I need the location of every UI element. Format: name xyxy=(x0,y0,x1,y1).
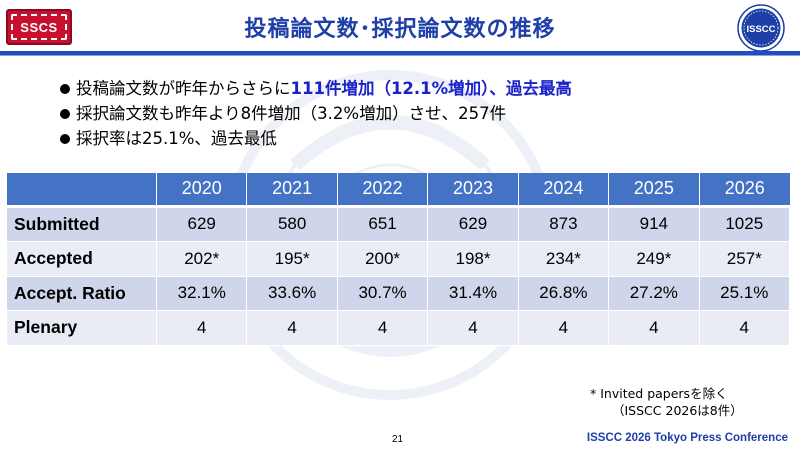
table-row-submitted: Submitted 629 580 651 629 873 914 1025 xyxy=(7,207,790,242)
table-cell: 198* xyxy=(428,242,519,277)
table-cell: 30.7% xyxy=(337,276,429,311)
bullet-dot xyxy=(60,83,70,94)
bullet-item: 採択率は25.1%、過去最低 xyxy=(60,126,780,151)
table-cell: 580 xyxy=(247,207,338,242)
bullet-item: 採択論文数も昨年より8件増加（3.2%増加）させ、257件 xyxy=(60,101,780,126)
table-cell: 1025 xyxy=(699,207,790,242)
row-label: Accept. Ratio xyxy=(7,276,157,311)
bullet-text: 投稿論文数が昨年からさらに xyxy=(76,79,291,98)
year-header: 2023 xyxy=(428,173,519,208)
bullet-list: 投稿論文数が昨年からさらに 111件増加（12.1%増加）、過去最高 採択論文数も… xyxy=(60,76,780,151)
table-cell: 257* xyxy=(699,242,790,277)
table-cell: 4 xyxy=(247,311,338,346)
sscs-logo: SSCS xyxy=(6,9,72,45)
isscc-logo-text: ISSCC xyxy=(746,24,775,35)
table-cell: 31.4% xyxy=(428,276,519,311)
table-corner-cell xyxy=(7,173,157,208)
table-cell: 32.1% xyxy=(157,276,248,311)
table-cell: 4 xyxy=(428,311,519,346)
table-cell: 651 xyxy=(337,207,429,242)
row-label: Plenary xyxy=(7,311,157,346)
page-number: 21 xyxy=(392,434,404,445)
table-cell: 629 xyxy=(157,207,248,242)
table-cell: 4 xyxy=(609,311,700,346)
header-divider xyxy=(0,51,800,55)
table-cell: 4 xyxy=(518,311,610,346)
table-cell: 629 xyxy=(428,207,519,242)
year-header: 2021 xyxy=(247,173,338,208)
table-cell: 4 xyxy=(157,311,248,346)
table-row-accept-ratio: Accept. Ratio 32.1% 33.6% 30.7% 31.4% 26… xyxy=(7,276,790,311)
table-row-plenary: Plenary 4 4 4 4 4 4 4 xyxy=(7,311,790,346)
table-cell: 4 xyxy=(337,311,429,346)
table-header-row: 2020 2021 2022 2023 2024 2025 2026 xyxy=(7,173,790,208)
year-header: 2025 xyxy=(609,173,700,208)
row-label: Submitted xyxy=(7,207,157,242)
table-cell: 234* xyxy=(518,242,610,277)
table-cell: 33.6% xyxy=(247,276,338,311)
table-cell: 25.1% xyxy=(699,276,790,311)
table-cell: 4 xyxy=(699,311,790,346)
footnote-line: * Invited papersを除く xyxy=(590,386,728,401)
table-cell: 195* xyxy=(247,242,338,277)
bullet-dot xyxy=(60,108,70,119)
table-cell: 200* xyxy=(337,242,429,277)
conference-footer: ISSCC 2026 Tokyo Press Conference xyxy=(586,432,788,444)
papers-table: 2020 2021 2022 2023 2024 2025 2026 Submi… xyxy=(7,173,790,346)
bullet-text: 採択率は25.1%、過去最低 xyxy=(76,129,277,148)
bullet-dot xyxy=(60,133,70,144)
table-cell: 873 xyxy=(518,207,610,242)
sscs-logo-text: SSCS xyxy=(11,14,67,40)
slide-title: 投稿論文数･採択論文数の推移 xyxy=(244,17,556,42)
table-cell: 27.2% xyxy=(609,276,700,311)
table-cell: 26.8% xyxy=(518,276,610,311)
footnote: * Invited papersを除く （ISSCC 2026は8件） xyxy=(570,385,800,419)
bullet-highlight: 111件増加（12.1%増加）、過去最高 xyxy=(290,79,572,98)
bullet-item: 投稿論文数が昨年からさらに 111件増加（12.1%増加）、過去最高 xyxy=(60,76,780,101)
year-header: 2020 xyxy=(157,173,248,208)
header-divider-thin xyxy=(0,55,800,56)
footnote-line: （ISSCC 2026は8件） xyxy=(612,403,743,418)
isscc-logo: ISSCC xyxy=(737,4,785,52)
table-cell: 249* xyxy=(609,242,700,277)
row-label: Accepted xyxy=(7,242,157,277)
year-header: 2026 xyxy=(699,173,790,208)
year-header: 2024 xyxy=(518,173,610,208)
table-cell: 202* xyxy=(157,242,248,277)
table-cell: 914 xyxy=(609,207,700,242)
year-header: 2022 xyxy=(337,173,429,208)
table-row-accepted: Accepted 202* 195* 200* 198* 234* 249* 2… xyxy=(7,242,790,277)
bullet-text: 採択論文数も昨年より8件増加（3.2%増加）させ、257件 xyxy=(76,104,507,123)
slide-header: SSCS 投稿論文数･採択論文数の推移 ISSCC xyxy=(0,0,800,56)
